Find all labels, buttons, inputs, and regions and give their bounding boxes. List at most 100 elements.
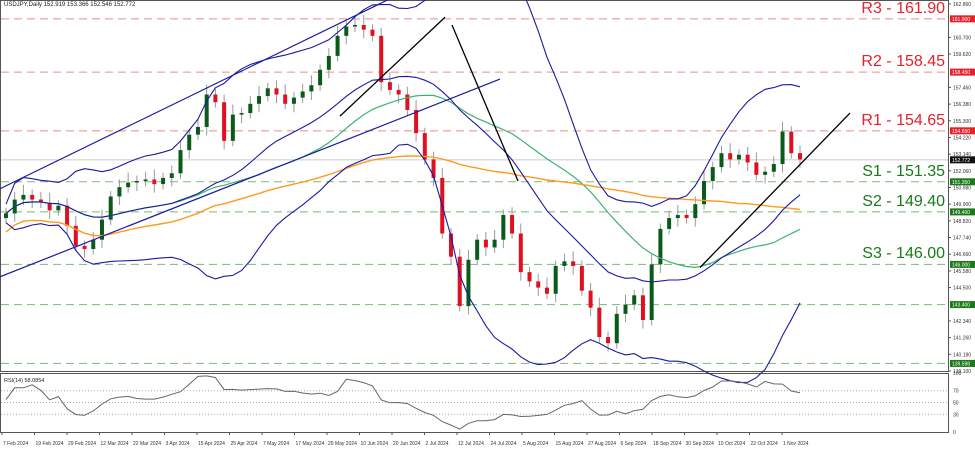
candle-body — [370, 29, 375, 36]
time-axis-label: 29 May 2024 — [328, 441, 357, 447]
candle-body — [169, 173, 174, 178]
price-axis-label: 144.500 — [953, 286, 971, 292]
candle-body — [230, 114, 235, 141]
candle-body — [143, 179, 148, 182]
price-axis-label: 159.620 — [953, 52, 971, 58]
price-axis-label: 162.860 — [953, 2, 971, 8]
price-axis-label: 148.820 — [953, 219, 971, 225]
level-tag-text: 139.598 — [952, 361, 970, 367]
time-axis-label: 22 Oct 2024 — [751, 441, 778, 447]
candle-body — [274, 88, 279, 95]
level-label-r1: R1 - 154.65 — [861, 111, 945, 129]
bollinger-upper — [5, 0, 801, 207]
candle-body — [693, 204, 698, 219]
level-label-s3: S3 - 146.00 — [862, 245, 945, 263]
candle-body — [501, 214, 506, 240]
time-axis-label: 12 Mar 2024 — [101, 441, 129, 447]
candle-body — [483, 239, 488, 248]
bollinger-lower — [5, 143, 801, 384]
price-axis-label: 150.980 — [953, 186, 971, 192]
time-axis-label: 10 Oct 2024 — [718, 441, 745, 447]
candle-body — [579, 265, 584, 291]
candle-body — [675, 214, 680, 219]
candle-body — [544, 287, 549, 294]
candle-body — [475, 239, 480, 260]
level-tag-text: 143.400 — [952, 303, 970, 309]
candle-body — [265, 88, 270, 97]
level-label-r2: R2 - 158.45 — [861, 53, 945, 71]
rsi-axis-label: 0 — [953, 430, 956, 436]
chart-header: USDJPY,Daily 152.919 153.366 152.546 152… — [4, 2, 136, 8]
candle-body — [300, 91, 305, 98]
level-tag-text: 151.350 — [952, 180, 970, 186]
trendline-up-1 — [339, 16, 446, 117]
rsi-axis-label: 30 — [953, 412, 959, 418]
level-tag — [950, 359, 975, 367]
candle-body — [335, 35, 340, 56]
level-tag-text: 149.400 — [952, 210, 970, 216]
candle-body — [405, 94, 410, 110]
level-tag — [950, 301, 975, 309]
candle-body — [719, 153, 724, 168]
time-axis-label: 29 Feb 2024 — [68, 441, 96, 447]
price-axis-label: 153.140 — [953, 152, 971, 158]
time-axis-label: 6 Sep 2024 — [621, 441, 647, 447]
candle-body — [309, 85, 314, 92]
channel-lower-line — [0, 78, 501, 278]
level-tag-text: 158.450 — [952, 70, 970, 76]
candle-body — [571, 261, 576, 266]
time-axis-label: 3 Apr 2024 — [166, 441, 190, 447]
candle-body — [21, 194, 26, 200]
candle-body — [466, 259, 471, 307]
bollinger-middle — [5, 75, 801, 283]
price-axis-label: 146.660 — [953, 252, 971, 258]
price-axis-label: 139.100 — [953, 369, 971, 375]
time-axis-label: 17 May 2024 — [296, 441, 325, 447]
rsi-pane-frame — [0, 373, 949, 433]
channel-upper-line — [0, 0, 389, 190]
level-tag — [950, 127, 975, 135]
candle-body — [257, 96, 262, 104]
candle-body — [222, 102, 227, 141]
candle-body — [684, 214, 689, 219]
candle-body — [536, 281, 541, 288]
level-label-s2: S2 - 149.40 — [862, 192, 945, 210]
candle-body — [387, 82, 392, 90]
time-axis-label: 2 Jul 2024 — [426, 441, 449, 447]
current-price-tag — [950, 156, 975, 164]
candle-body — [771, 164, 776, 172]
candle-body — [614, 313, 619, 344]
time-axis-label: 25 Apr 2024 — [231, 441, 258, 447]
time-axis-label: 22 Mar 2024 — [133, 441, 161, 447]
rsi-label: RSI(14) 58.0854 — [4, 378, 45, 384]
level-tag — [950, 260, 975, 268]
ma-slow-line — [5, 155, 801, 237]
candle-body — [4, 213, 8, 219]
price-axis-label: 154.220 — [953, 135, 971, 141]
price-axis-label: 152.060 — [953, 169, 971, 175]
candle-body — [353, 25, 358, 27]
level-tag — [950, 68, 975, 76]
candle-body — [658, 228, 663, 265]
candle-body — [640, 295, 645, 321]
candle-body — [326, 55, 331, 70]
candle-body — [414, 109, 419, 134]
candle-body — [527, 272, 532, 282]
candle-body — [73, 225, 78, 246]
time-axis-label: 7 May 2024 — [263, 441, 289, 447]
time-axis-label: 1 Nov 2024 — [783, 441, 809, 447]
candle-body — [283, 94, 288, 104]
level-tag — [950, 178, 975, 186]
candle-body — [649, 264, 654, 321]
time-axis-label: 30 Sep 2024 — [686, 441, 715, 447]
candle-body — [99, 219, 104, 240]
candle-body — [710, 167, 715, 182]
price-pane-frame — [0, 0, 949, 372]
price-axis-label: 157.460 — [953, 85, 971, 91]
level-tag-text: 154.650 — [952, 129, 970, 135]
candle-body — [38, 199, 43, 203]
level-tag-text: 161.900 — [952, 17, 970, 23]
time-axis-label: 15 Apr 2024 — [198, 441, 225, 447]
candle-body — [213, 94, 218, 103]
